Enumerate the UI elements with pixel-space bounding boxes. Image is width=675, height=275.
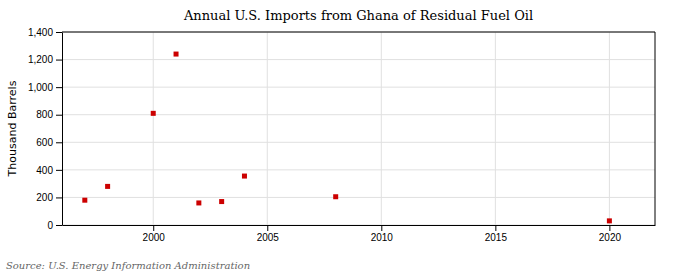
tick: 2005 — [257, 225, 280, 243]
tick-mark — [56, 197, 62, 198]
axis-line — [63, 225, 656, 226]
grid-line-x — [267, 32, 268, 225]
source: Source: U.S. Energy Information Administ… — [6, 260, 250, 271]
tick-mark — [56, 170, 62, 171]
grid-line-y — [62, 169, 655, 170]
tick-label: 200 — [36, 192, 53, 203]
tick-label: 2005 — [257, 232, 280, 243]
tick-mark — [56, 225, 62, 226]
x-axis: 2000 2005 2010 2015 2020 — [63, 225, 656, 243]
tick: 0 — [47, 220, 62, 231]
grid-line-x — [609, 32, 610, 225]
grid-line-x — [153, 32, 154, 225]
tick: 200 — [36, 192, 62, 203]
tick-mark — [56, 32, 62, 33]
grid — [62, 32, 655, 225]
tick: 1,000 — [28, 82, 62, 93]
tick: 400 — [36, 165, 62, 176]
grid-line-y — [62, 59, 655, 60]
grid-line-x — [495, 32, 496, 225]
tick-label: 2015 — [485, 232, 508, 243]
tick-label: 1,400 — [28, 27, 53, 38]
tick-label: 1,000 — [28, 82, 53, 93]
tick-label: 1,200 — [28, 54, 53, 65]
frame-line — [62, 32, 655, 33]
tick-mark — [56, 142, 62, 143]
y-axis: 0 200 400 600 800 1,000 1,200 1,400 — [28, 27, 63, 231]
tick-label: 600 — [36, 137, 53, 148]
tick-mark — [153, 225, 154, 231]
tick: 1,400 — [28, 27, 62, 38]
tick-label: 2020 — [599, 232, 622, 243]
tick-label: 2010 — [371, 232, 394, 243]
point — [82, 198, 87, 203]
tick-mark — [609, 225, 610, 231]
tick: 800 — [36, 109, 62, 120]
point — [196, 200, 201, 205]
tick-label: 2000 — [143, 232, 166, 243]
plot-area: 2000 2005 2010 2015 2020 0 200 400 600 800 1,000 1,… — [28, 27, 656, 243]
tick-mark — [381, 225, 382, 231]
grid-line-y — [62, 87, 655, 88]
grid-line-y — [62, 32, 655, 33]
points — [82, 52, 612, 224]
tick-mark — [56, 87, 62, 88]
tick: 2020 — [599, 225, 622, 243]
tick-mark — [495, 225, 496, 231]
tick-mark — [56, 115, 62, 116]
point — [607, 218, 612, 223]
grid-line-y — [62, 197, 655, 198]
tick: 2015 — [485, 225, 508, 243]
point — [242, 174, 247, 179]
tick: 600 — [36, 137, 62, 148]
frame-line — [655, 32, 656, 225]
tick-label: 800 — [36, 109, 53, 120]
tick-mark — [56, 60, 62, 61]
point — [219, 199, 224, 204]
tick-mark — [267, 225, 268, 231]
title: Annual U.S. Imports from Ghana of Residu… — [183, 8, 533, 23]
grid-line-y — [62, 225, 655, 226]
axis-line — [62, 33, 63, 226]
point — [105, 184, 110, 189]
point — [151, 111, 156, 116]
tick-label: 0 — [47, 220, 53, 231]
tick: 1,200 — [28, 54, 62, 65]
point — [333, 194, 338, 199]
grid-line-y — [62, 142, 655, 143]
y-axis-title: Thousand Barrels — [6, 80, 19, 177]
tick: 2010 — [371, 225, 394, 243]
tick-label: 400 — [36, 165, 53, 176]
grid-line-x — [381, 32, 382, 225]
point — [174, 52, 179, 57]
chart: 2000 2005 2010 2015 2020 0 200 400 600 800 1,000 1,… — [0, 0, 675, 275]
tick: 2000 — [143, 225, 166, 243]
